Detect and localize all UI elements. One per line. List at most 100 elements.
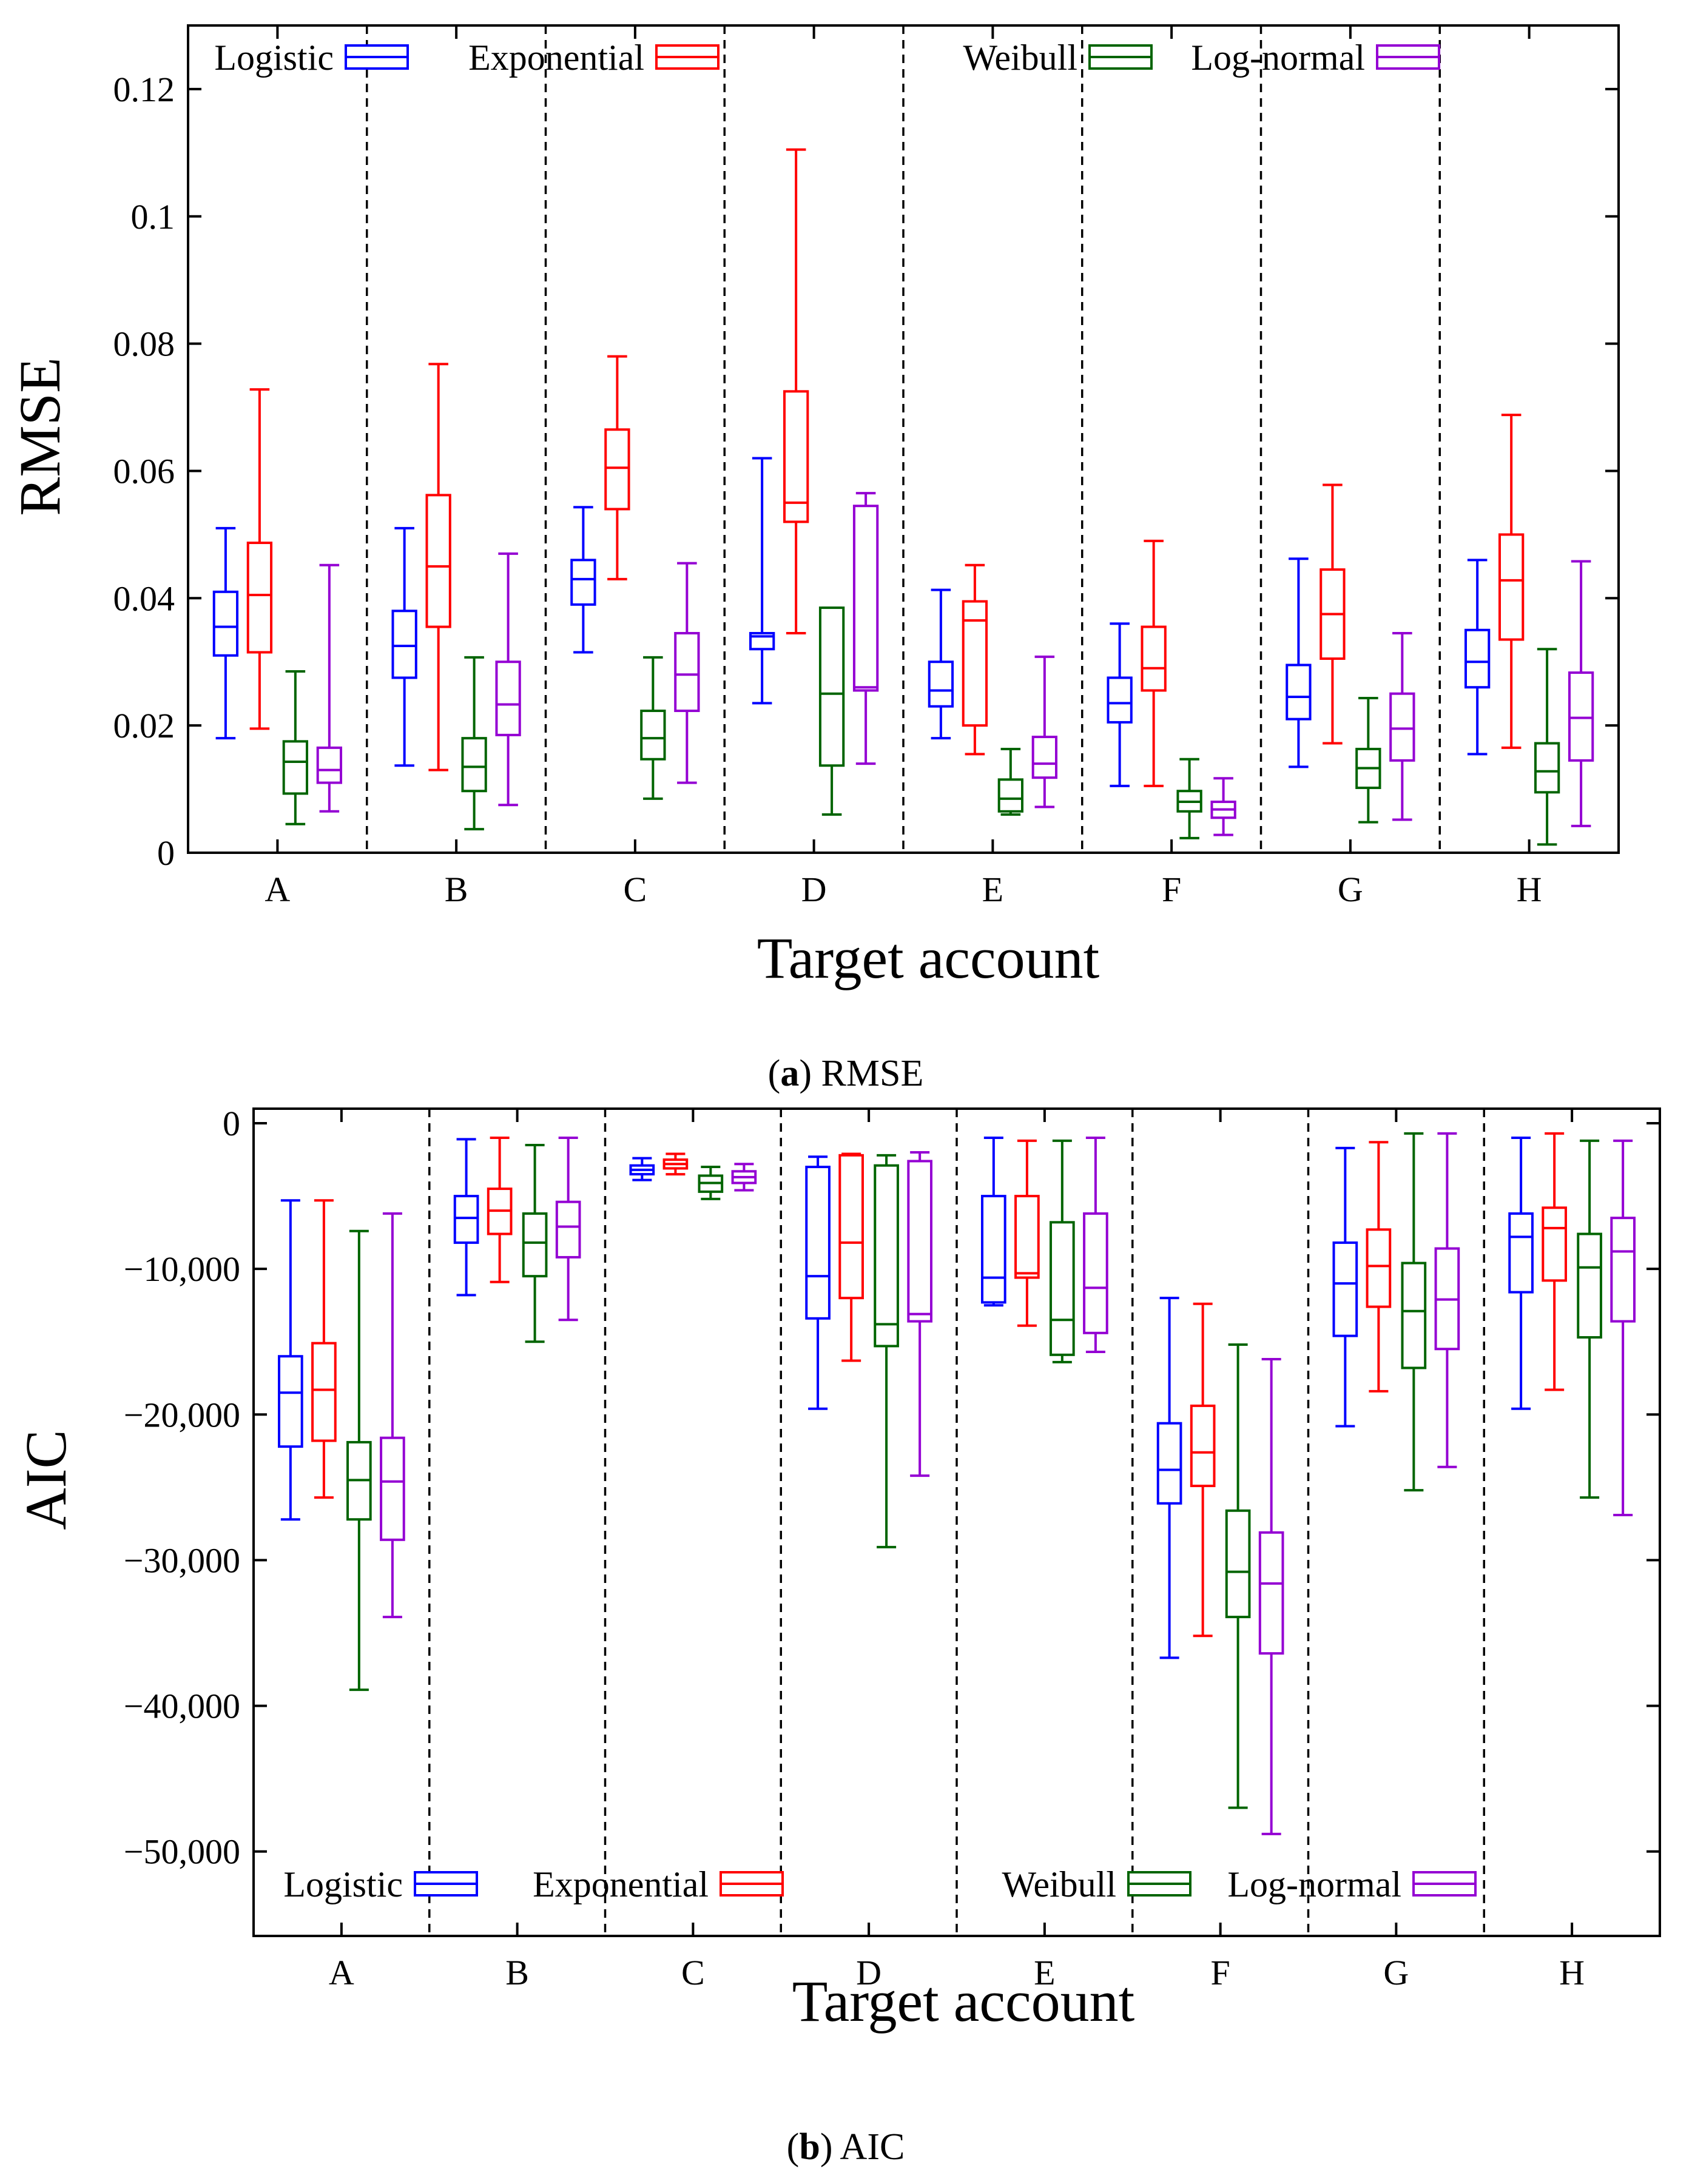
- box-logistic-G: [1332, 1146, 1358, 1428]
- box-iqr: [1366, 1228, 1392, 1308]
- legend-label: Weibull: [963, 38, 1077, 78]
- panel-aic: 0 −10,000 −20,000 −30,000 −40,000 −50,000 A B C D…: [13, 1104, 1661, 2168]
- box-iqr: [1508, 1212, 1534, 1294]
- legend-item-weibull: Weibull: [963, 38, 1153, 78]
- box-lognormal-A: [316, 563, 343, 813]
- box-iqr: [1401, 1262, 1427, 1369]
- box-iqr: [1332, 1241, 1358, 1337]
- x-tick-label: A: [329, 1953, 354, 1992]
- box-lognormal-C: [731, 1163, 757, 1192]
- box-iqr: [380, 1436, 405, 1541]
- y-tick-label: 0: [157, 833, 175, 873]
- y-tick-label: −50,000: [124, 1832, 240, 1872]
- box-exponential-A: [246, 388, 273, 730]
- box-weibull-B: [461, 656, 487, 831]
- legend-item-lognormal: Log-normal: [1227, 1864, 1477, 1904]
- box-iqr: [1577, 1232, 1602, 1339]
- box-weibull-C: [698, 1166, 724, 1200]
- y-tick-label: −30,000: [124, 1541, 240, 1580]
- box-logistic-E: [928, 588, 954, 740]
- box-iqr: [1156, 1422, 1182, 1505]
- box-iqr: [316, 746, 343, 784]
- box-weibull-D: [818, 606, 845, 816]
- box-iqr: [1286, 664, 1312, 721]
- box-exponential-C: [604, 355, 630, 580]
- y-tick-label: 0.04: [113, 579, 175, 618]
- legend-label: Logistic: [283, 1864, 403, 1904]
- box-exponential-H: [1542, 1132, 1567, 1391]
- legend-item-lognormal: Log-normal: [1191, 38, 1440, 78]
- legend-label: Weibull: [1002, 1864, 1116, 1904]
- x-tick-label: E: [982, 870, 1003, 909]
- box-logistic-A: [212, 526, 239, 740]
- box-exponential-F: [1141, 539, 1167, 787]
- plot-frame: [187, 24, 1620, 854]
- x-tick-label: B: [445, 870, 468, 909]
- y-axis-title-rmse: RMSE: [7, 357, 72, 516]
- box-exponential-D: [838, 1152, 864, 1362]
- box-iqr: [246, 542, 273, 654]
- box-iqr: [425, 494, 451, 628]
- box-iqr: [1542, 1206, 1567, 1282]
- box-weibull-D: [874, 1154, 899, 1548]
- box-iqr: [282, 740, 309, 795]
- box-iqr: [1389, 692, 1415, 762]
- box-exponential-E: [962, 563, 988, 756]
- legend-label: Log-normal: [1191, 38, 1365, 78]
- box-lognormal-H: [1568, 560, 1594, 827]
- x-tick-label: G: [1338, 870, 1363, 909]
- box-iqr: [852, 505, 879, 692]
- box-logistic-D: [805, 1155, 831, 1410]
- y-tick-label: 0.02: [113, 706, 175, 745]
- box-logistic-D: [749, 457, 775, 705]
- plot-frame: [252, 1107, 1661, 1937]
- box-iqr: [495, 660, 521, 736]
- box-iqr: [838, 1154, 864, 1300]
- box-iqr: [1498, 533, 1525, 641]
- x-tick-label: D: [856, 1953, 881, 1992]
- box-weibull-A: [282, 670, 309, 825]
- x-tick-label: G: [1383, 1953, 1409, 1992]
- box-lognormal-D: [852, 492, 879, 765]
- box-iqr: [604, 428, 630, 511]
- box-logistic-E: [981, 1137, 1006, 1307]
- box-iqr: [1050, 1221, 1075, 1356]
- box-exponential-G: [1366, 1141, 1392, 1393]
- box-exponential-G: [1320, 483, 1346, 745]
- box-logistic-A: [278, 1199, 303, 1521]
- box-lognormal-G: [1434, 1132, 1460, 1468]
- y-axis-title-aic: AIC: [13, 1430, 78, 1530]
- box-lognormal-F: [1210, 777, 1236, 836]
- box-iqr: [311, 1342, 337, 1442]
- box-iqr: [555, 1200, 581, 1258]
- box-iqr: [907, 1160, 932, 1323]
- box-iqr: [1107, 676, 1133, 724]
- box-iqr: [570, 559, 596, 606]
- box-logistic-B: [453, 1138, 479, 1297]
- box-weibull-H: [1534, 648, 1560, 846]
- box-iqr: [640, 710, 666, 761]
- box-exponential-B: [425, 363, 451, 771]
- box-weibull-C: [640, 656, 666, 800]
- x-axis-title-aic: Target account: [792, 1969, 1135, 2034]
- x-tick-label: B: [505, 1953, 529, 1992]
- box-iqr: [1190, 1404, 1216, 1487]
- x-tick-label: H: [1559, 1953, 1585, 1992]
- box-iqr: [818, 606, 845, 767]
- legend-rmse: Logistic Exponential Weibull Log-normal: [214, 38, 1440, 78]
- caption-rmse: (a) RMSE: [768, 1053, 924, 1094]
- box-iqr: [212, 590, 239, 657]
- box-logistic-B: [391, 526, 417, 767]
- box-logistic-C: [629, 1157, 655, 1181]
- box-weibull-F: [1176, 758, 1202, 839]
- box-iqr: [1610, 1217, 1636, 1323]
- x-tick-label: A: [265, 870, 290, 909]
- y-tick-label: 0.1: [131, 197, 175, 237]
- y-tick-label: −40,000: [124, 1687, 240, 1726]
- box-lognormal-C: [674, 562, 700, 784]
- box-lognormal-G: [1389, 632, 1415, 821]
- legend-item-exponential: Exponential: [533, 1864, 784, 1904]
- panel-rmse: 0 0.02 0.04 0.06 0.08 0.1 0.12 A B C D E F G H Logisti…: [7, 24, 1620, 1094]
